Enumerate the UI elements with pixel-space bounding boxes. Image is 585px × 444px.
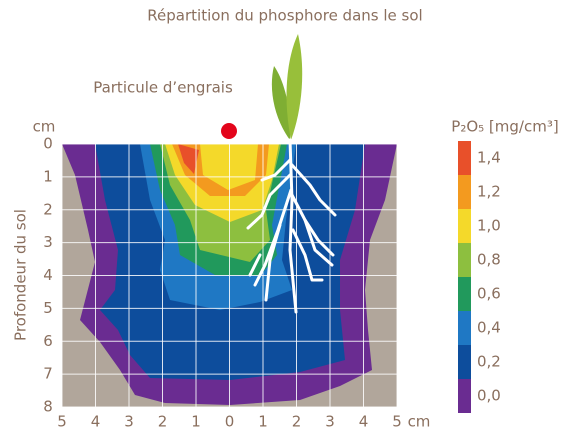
y-axis-label: Profondeur du sol [12,209,30,341]
root [248,253,262,277]
colorbar-title: P₂O₅ [mg/cm³] [451,118,558,136]
leaf [271,66,291,140]
colorbar-tick-label: 1,4 [477,149,501,167]
colorbar-tick-label: 0,2 [477,353,501,371]
colorbar-tick-label: 0,8 [477,251,501,269]
x-unit: cm [408,413,431,431]
colorbar-tick-label: 0,6 [477,285,501,303]
y-tick-label: 0 [43,135,53,153]
colorbar-swatch [458,243,471,277]
colorbar-swatch [458,311,471,345]
colorbar-tick-label: 0,0 [477,387,501,405]
x-tick-label: 5 [392,413,402,431]
chart-title: Répartition du phosphore dans le sol [147,7,422,25]
x-tick-label: 4 [91,413,101,431]
root [290,163,337,217]
x-tick-label: 3 [124,413,134,431]
contour-band [178,144,199,174]
x-tick-label: 2 [158,413,168,431]
plant [246,34,337,314]
root [253,188,293,287]
fertilizer-particle [221,123,237,139]
x-tick-label: 5 [57,413,67,431]
colorbar-swatch [458,209,471,243]
colorbar-swatch [458,175,471,209]
root [288,138,298,314]
colorbar-tick-label: 1,2 [477,183,501,201]
leaf [286,34,303,140]
root [303,218,335,257]
colorbar-swatch [458,379,471,413]
annotation: Particule d’engrais [93,79,233,97]
root [291,228,324,282]
y-tick-label: 3 [43,233,53,251]
y-tick-label: 5 [43,299,53,317]
x-tick-label: 2 [292,413,302,431]
x-tick-label: 4 [359,413,369,431]
grid [61,143,398,408]
colorbar-swatch [458,141,471,175]
y-unit: cm [33,118,56,136]
y-tick-label: 7 [43,365,53,383]
y-tick-label: 1 [43,167,53,185]
y-tick-label: 6 [43,332,53,350]
x-tick-label: 3 [325,413,335,431]
y-tick-label: 2 [43,200,53,218]
colorbar-swatch [458,345,471,379]
root [246,173,292,230]
colorbar-swatch [458,277,471,311]
x-tick-label: 1 [258,413,268,431]
colorbar-tick-label: 0,4 [477,319,501,337]
root [264,223,282,302]
colorbar-tick-label: 1,0 [477,217,501,235]
y-tick-label: 8 [43,398,53,416]
root [260,158,292,182]
x-tick-label: 1 [191,413,201,431]
root [290,193,334,267]
x-tick-label: 0 [225,413,235,431]
y-tick-label: 4 [43,266,53,284]
